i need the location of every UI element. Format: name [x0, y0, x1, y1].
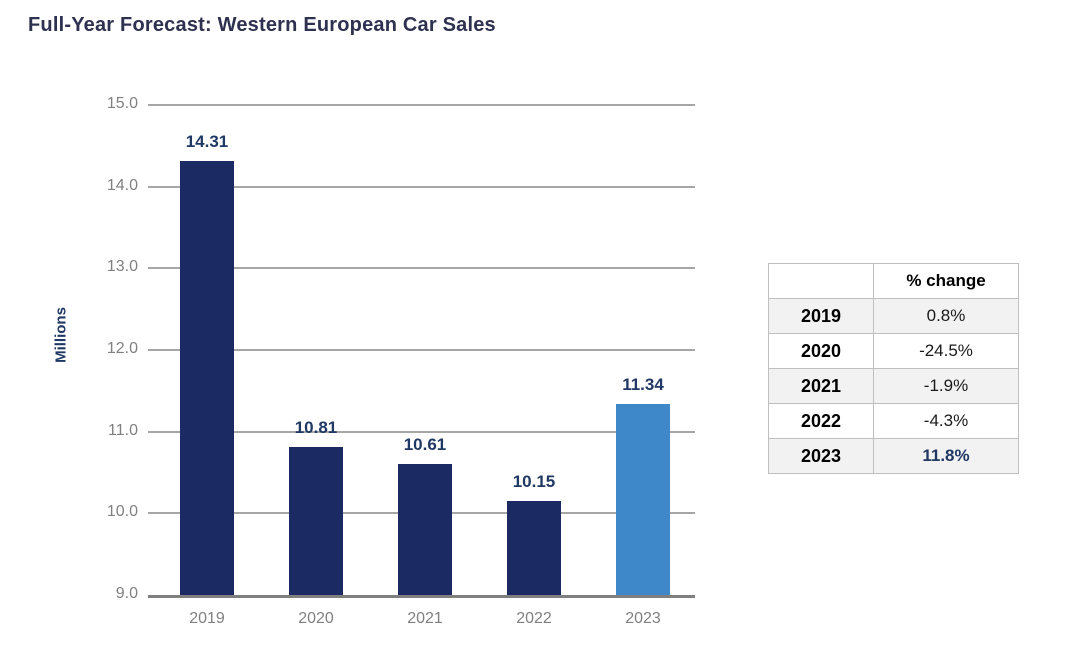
y-tick-label-9.0: 9.0 — [115, 585, 138, 602]
bar-value-label-2019: 14.31 — [185, 132, 229, 152]
gridline-13.0 — [148, 267, 695, 270]
table-row-2020: 2020 -24.5% — [768, 333, 1019, 369]
bar-2023 — [616, 403, 670, 595]
change-cell-2019: 0.8% — [873, 298, 1019, 334]
gridline-11.0 — [148, 430, 695, 433]
year-cell-2019: 2019 — [768, 298, 874, 334]
bar-2020 — [289, 447, 343, 595]
bar-value-label-2023: 11.34 — [622, 374, 664, 394]
year-cell-2023: 2023 — [768, 438, 874, 474]
y-tick-label-11.0: 11.0 — [108, 421, 138, 439]
gridline-15.0 — [148, 104, 695, 106]
table-row-2019: 2019 0.8% — [768, 298, 1019, 334]
x-tick-label-2021: 2021 — [407, 610, 443, 627]
x-tick-label-2023: 2023 — [625, 610, 661, 627]
x-tick-label-2022: 2022 — [516, 610, 552, 627]
y-axis-title: Millions — [52, 307, 70, 363]
bar-2022 — [507, 501, 561, 595]
year-cell-2021: 2021 — [768, 368, 874, 404]
chart-title: Full-Year Forecast: Western European Car… — [28, 14, 496, 36]
y-tick-label-13.0: 13.0 — [106, 258, 138, 276]
change-cell-2020: -24.5% — [873, 333, 1019, 369]
change-cell-2021: -1.9% — [873, 368, 1019, 404]
bar-2019 — [180, 161, 234, 595]
gridline-14.0 — [148, 185, 695, 188]
table-header-change-cell: % change — [873, 263, 1019, 299]
x-tick-label-2020: 2020 — [298, 610, 334, 627]
year-cell-2022: 2022 — [768, 403, 874, 439]
pct-change-table: % change 2019 0.8% 2020 -24.5% 2021 -1.9% 2022… — [768, 263, 1019, 474]
bar-value-label-2022: 10.15 — [512, 472, 556, 492]
table-row-2022: 2022 -4.3% — [768, 403, 1019, 439]
table-header-empty-cell — [768, 263, 874, 299]
y-tick-label-15.0: 15.0 — [106, 95, 138, 112]
x-tick-label-2019: 2019 — [189, 610, 225, 627]
bar-2021 — [398, 463, 452, 595]
change-cell-2023: 11.8% — [873, 438, 1019, 474]
bar-value-label-2021: 10.61 — [403, 434, 447, 454]
y-tick-label-10.0: 10.0 — [106, 503, 138, 521]
y-tick-label-12.0: 12.0 — [106, 340, 138, 357]
y-tick-label-14.0: 14.0 — [106, 176, 138, 194]
table-row-2021: 2021 -1.9% — [768, 368, 1019, 404]
table-row-2023: 2023 11.8% — [768, 438, 1019, 474]
year-cell-2020: 2020 — [768, 333, 874, 369]
plot-area: 14.31 10.81 10.61 10.15 11.34 — [148, 104, 695, 598]
bar-value-label-2020: 10.81 — [294, 418, 338, 438]
gridline-12.0 — [148, 349, 695, 351]
change-cell-2022: -4.3% — [873, 403, 1019, 439]
table-header-row: % change — [768, 263, 1019, 299]
table-body: 2019 0.8% 2020 -24.5% 2021 -1.9% 2022 -4.3% 2023… — [768, 298, 1019, 474]
